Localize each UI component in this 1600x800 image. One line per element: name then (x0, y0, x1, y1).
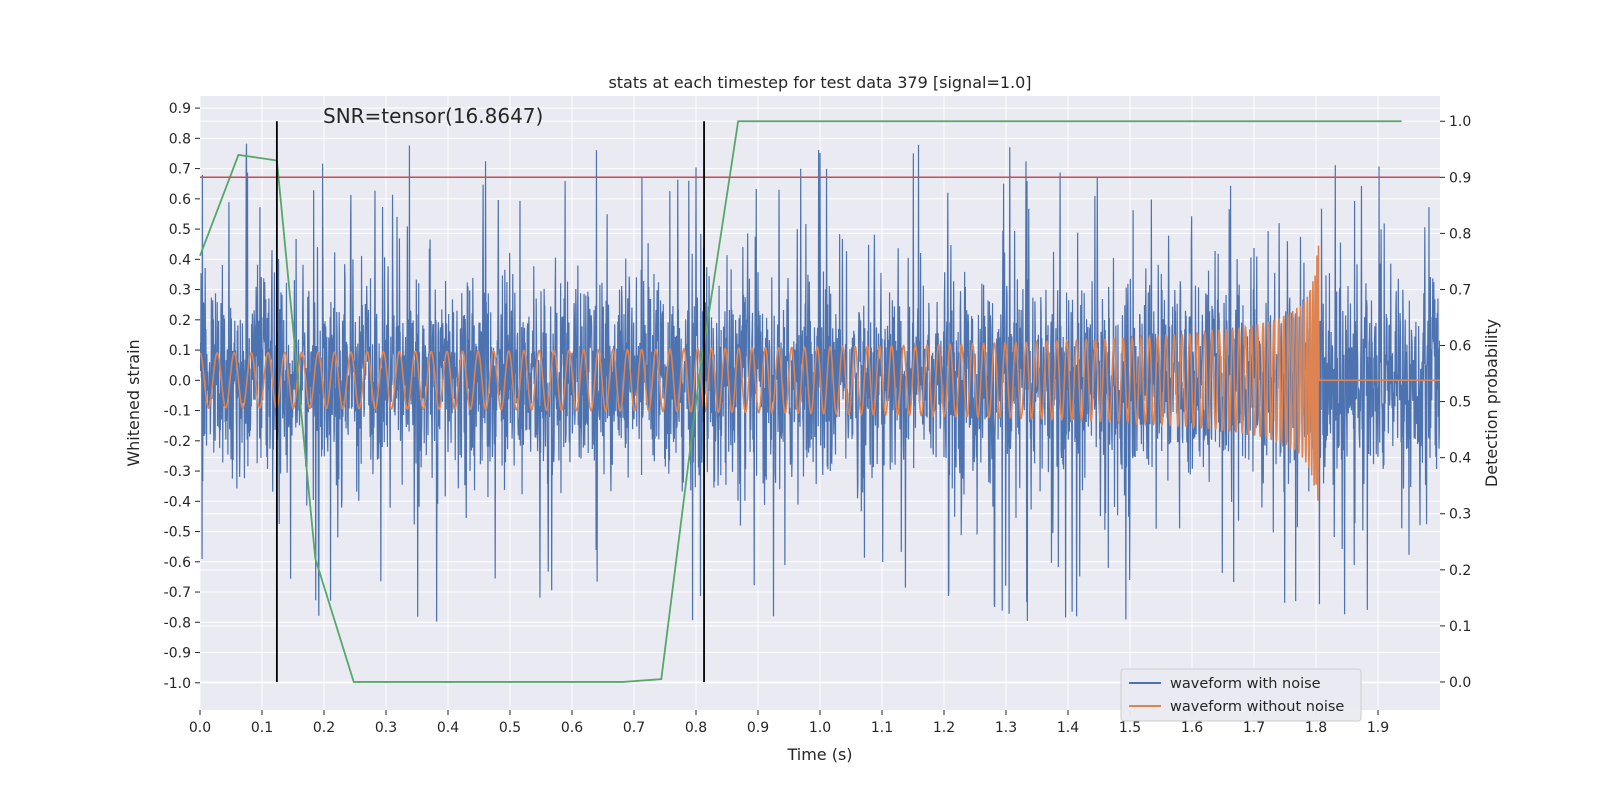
series-waveform-without-noise (200, 245, 1440, 501)
y-tick-label: -0.7 (164, 585, 191, 601)
y-tick-label: -0.9 (164, 646, 191, 662)
y2-axis-title: Detection probability (1482, 319, 1501, 487)
y2-tick-label: 0.4 (1449, 451, 1471, 467)
overlays (200, 121, 1440, 682)
y-tick-label: -0.4 (164, 494, 191, 510)
y-tick-label: 0.4 (169, 252, 191, 268)
x-tick-label: 1.5 (1119, 720, 1141, 736)
y2-tick-label: 0.2 (1449, 563, 1471, 579)
x-tick-label: 1.8 (1305, 720, 1327, 736)
y-tick-label: -0.1 (164, 404, 191, 420)
x-tick-label: 0.3 (375, 720, 397, 736)
y-tick-label: 0.5 (169, 222, 191, 238)
x-tick-label: 0.4 (437, 720, 459, 736)
series-waveform-with-noise (200, 143, 1440, 622)
x-tick-label: 1.0 (809, 720, 831, 736)
x-axis-title: Time (s) (786, 745, 852, 764)
y-tick-label: -1.0 (164, 676, 191, 692)
y2-tick-label: 0.5 (1449, 395, 1471, 411)
x-tick-label: 1.3 (995, 720, 1017, 736)
x-tick-label: 1.1 (871, 720, 893, 736)
y-tick-label: -0.5 (164, 525, 191, 541)
x-tick-label: 0.9 (747, 720, 769, 736)
chart-title: stats at each timestep for test data 379… (608, 73, 1031, 92)
y-tick-label: 0.0 (169, 373, 191, 389)
legend-label-noisy: waveform with noise (1170, 676, 1321, 692)
y2-tick-label: 0.8 (1449, 226, 1471, 242)
x-tick-label: 0.2 (313, 720, 335, 736)
x-tick-label: 1.9 (1367, 720, 1389, 736)
x-tick-label: 0.6 (561, 720, 583, 736)
x-axis-ticks: 0.0 0.1 0.2 0.3 0.4 0.5 0.6 0.7 0.8 0.9 1.0 1.1 1.2 1… (189, 710, 1389, 736)
x-tick-label: 0.1 (251, 720, 273, 736)
y2-tick-label: 0.0 (1449, 675, 1471, 691)
y-tick-label: -0.6 (164, 555, 191, 571)
series-detection-probability (199, 120, 1402, 683)
y2-tick-label: 0.6 (1449, 339, 1471, 355)
y-tick-label: 0.6 (169, 192, 191, 208)
y-tick-label: 0.9 (169, 101, 191, 117)
x-tick-label: 0.0 (189, 720, 211, 736)
legend: waveform with noise waveform without noi… (1120, 668, 1362, 722)
y-axis-title: Whitened strain (124, 339, 143, 466)
y-tick-label: -0.8 (164, 615, 191, 631)
y-tick-label: -0.2 (164, 434, 191, 450)
y-tick-label: 0.2 (169, 313, 191, 329)
y-tick-label: 0.8 (169, 131, 191, 147)
y-axis-ticks: 0.9 0.8 0.7 0.6 0.5 0.4 0.3 0.2 0.1 0.0 -0.1 -0.2 -0… (164, 101, 200, 692)
y-tick-label: 0.3 (169, 283, 191, 299)
noisy-waveform-line (200, 143, 1440, 622)
x-tick-label: 1.2 (933, 720, 955, 736)
y2-tick-label: 0.9 (1449, 170, 1471, 186)
y-tick-label: 0.1 (169, 343, 191, 359)
x-tick-label: 0.5 (499, 720, 521, 736)
detection-probability-line (199, 120, 1402, 683)
y2-tick-label: 0.1 (1449, 619, 1471, 635)
y2-tick-label: 1.0 (1449, 114, 1471, 130)
legend-label-clean: waveform without noise (1170, 699, 1344, 715)
y2-axis-ticks: 1.0 0.9 0.8 0.7 0.6 0.5 0.4 0.3 0.2 0.1 0.0 (1440, 114, 1471, 691)
x-tick-label: 1.4 (1057, 720, 1079, 736)
x-tick-label: 1.7 (1243, 720, 1265, 736)
y-tick-label: 0.7 (169, 162, 191, 178)
clean-waveform-line (200, 245, 1440, 501)
x-tick-label: 0.8 (685, 720, 707, 736)
x-tick-label: 0.7 (623, 720, 645, 736)
snr-annotation: SNR=tensor(16.8647) (323, 104, 543, 128)
y2-tick-label: 0.7 (1449, 282, 1471, 298)
y-tick-label: -0.3 (164, 464, 191, 480)
x-tick-label: 1.6 (1181, 720, 1203, 736)
y2-tick-label: 0.3 (1449, 507, 1471, 523)
legend-box (1120, 668, 1362, 722)
